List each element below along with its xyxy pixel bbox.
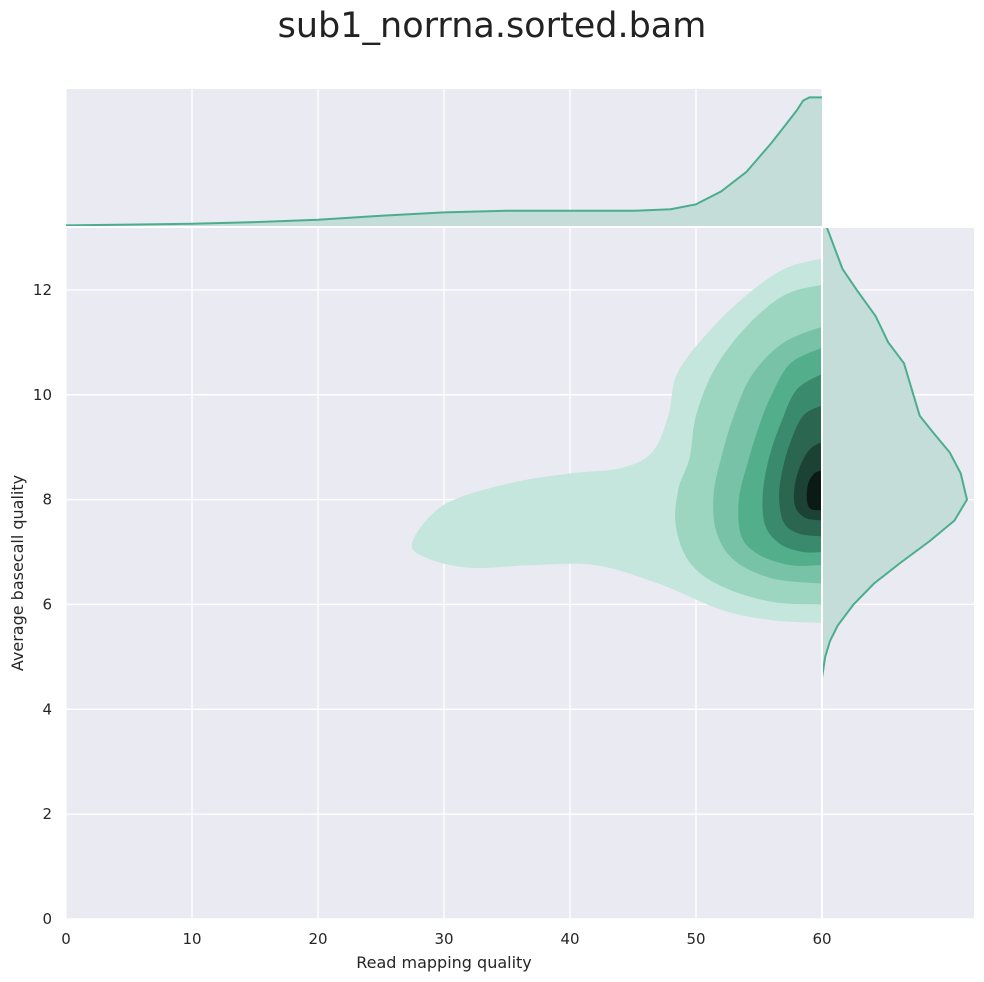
y-tick-label: 8 bbox=[42, 491, 52, 509]
top-marginal-line bbox=[65, 96, 822, 227]
right-marginal-fill bbox=[822, 227, 967, 678]
top-marginal-kde bbox=[65, 96, 822, 228]
y-tick-label: 0 bbox=[42, 910, 52, 928]
x-tick-labels: 0 10 20 30 40 50 60 bbox=[61, 930, 831, 948]
y-tick-label: 2 bbox=[42, 805, 52, 823]
top-marginal-fill bbox=[66, 97, 822, 228]
x-tick-label: 60 bbox=[812, 930, 831, 948]
right-marginal-kde bbox=[821, 226, 969, 678]
x-tick-label: 30 bbox=[434, 930, 453, 948]
y-tick-label: 10 bbox=[33, 386, 52, 404]
x-tick-label: 10 bbox=[182, 930, 201, 948]
y-tick-label: 4 bbox=[42, 700, 52, 718]
x-tick-label: 0 bbox=[61, 930, 71, 948]
y-tick-labels: 0 2 4 6 8 10 12 bbox=[33, 281, 52, 928]
x-tick-label: 50 bbox=[686, 930, 705, 948]
right-marginal-line bbox=[821, 226, 969, 678]
y-axis-label: Average basecall quality bbox=[8, 475, 27, 671]
chart-title: sub1_norrna.sorted.bam bbox=[278, 6, 707, 46]
x-tick-label: 20 bbox=[308, 930, 327, 948]
y-tick-label: 6 bbox=[42, 595, 52, 613]
x-tick-label: 40 bbox=[560, 930, 579, 948]
kde-level-8 bbox=[806, 470, 822, 511]
y-tick-label: 12 bbox=[33, 281, 52, 299]
x-axis-label: Read mapping quality bbox=[356, 953, 532, 972]
kde-contours bbox=[411, 258, 822, 623]
